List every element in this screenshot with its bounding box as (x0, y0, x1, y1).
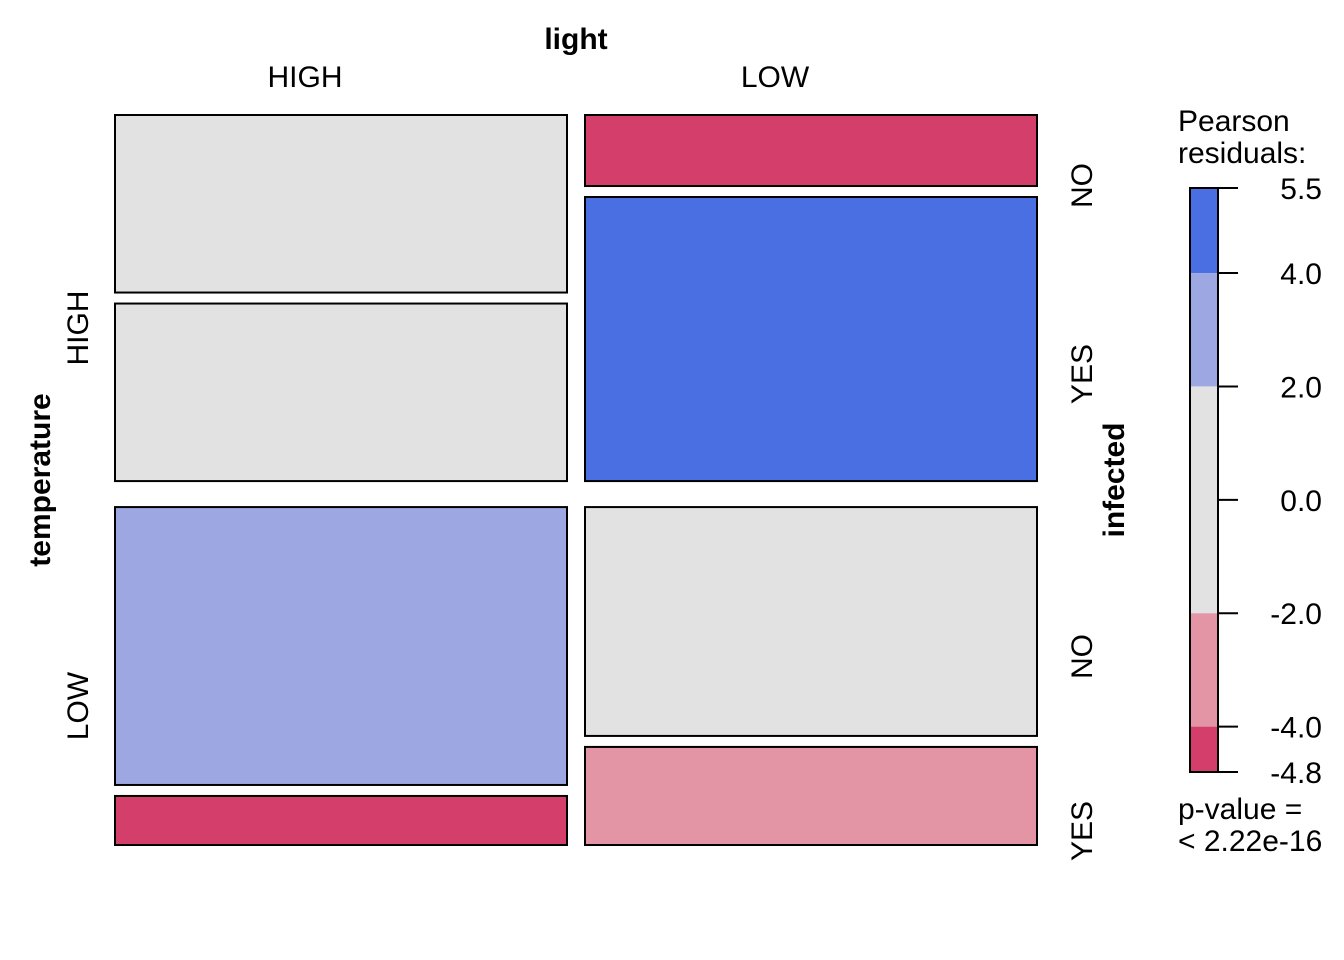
infected-level-no-high: NO (1066, 163, 1099, 208)
legend-tick-label-5: -4.0 (1270, 712, 1322, 745)
legend-tick-label-1: 4.0 (1280, 258, 1322, 291)
infected-level-yes-high: YES (1066, 344, 1099, 404)
temperature-variable-title: temperature (24, 393, 57, 566)
tile-low-high-yes (114, 794, 568, 846)
tile-low-low-yes (584, 745, 1038, 847)
legend-band-4 (1190, 726, 1218, 772)
legend-tick-label-6: -4.8 (1270, 757, 1322, 790)
legend-frame (1189, 187, 1219, 773)
tile-low-low-no (584, 506, 1038, 737)
temperature-level-low: LOW (62, 671, 95, 740)
light-level-low: LOW (741, 61, 810, 94)
legend-title-line1: Pearson (1178, 105, 1290, 138)
legend-band-1 (1190, 273, 1218, 387)
legend-tick-label-2: 2.0 (1280, 371, 1322, 404)
legend-tick-label-4: -2.0 (1270, 598, 1322, 631)
tile-high-high-no (114, 114, 568, 294)
tile-low-high-no (114, 506, 568, 786)
infected-variable-title: infected (1098, 422, 1131, 537)
legend-title-line2: residuals: (1178, 137, 1306, 170)
temperature-level-high: HIGH (62, 291, 95, 366)
infected-level-no-low: NO (1066, 634, 1099, 679)
tile-high-low-yes (584, 196, 1038, 483)
tile-high-low-no (584, 114, 1038, 188)
legend-tick-label-0: 5.5 (1280, 173, 1322, 206)
light-level-high: HIGH (268, 61, 343, 94)
legend-band-2 (1190, 386, 1218, 614)
infected-level-yes-low: YES (1066, 801, 1099, 861)
legend-tick-label-3: 0.0 (1280, 485, 1322, 518)
p-value-label: p-value = (1178, 793, 1302, 826)
tile-high-high-yes (114, 302, 568, 483)
mosaic-tiles (114, 114, 1038, 847)
p-value-text: < 2.22e-16 (1178, 825, 1322, 858)
legend-band-0 (1190, 188, 1218, 274)
light-variable-title: light (544, 23, 607, 56)
legend-band-3 (1190, 613, 1218, 727)
